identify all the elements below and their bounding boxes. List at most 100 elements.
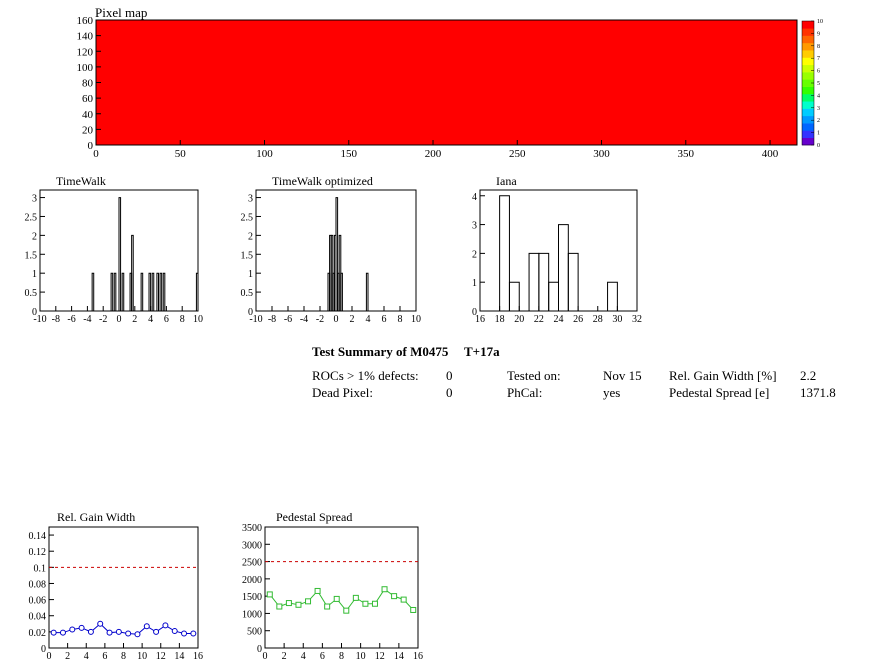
x-tick-label: 16 (475, 314, 485, 325)
rocs-defects-value: 0 (446, 368, 453, 383)
x-tick-label: 6 (102, 651, 107, 662)
x-tick-label: 300 (593, 148, 610, 160)
y-tick-label: 3 (32, 194, 37, 205)
palette-swatch (802, 123, 814, 131)
pixel-map-chart: 0 50 100 150 200 250 300 350 4000204060801001201… (77, 5, 824, 160)
data-point (343, 607, 350, 614)
histogram-bin (607, 281, 618, 311)
summary-temperature: T+17a (464, 344, 500, 359)
palette-swatch (802, 86, 814, 95)
y-tick-label: 2 (32, 231, 37, 242)
data-point (352, 594, 359, 601)
iana-histogram: 16 18 20 22 24 26 28 30 32 0 1 2 3 4 Iana (472, 174, 642, 325)
histogram-bin (567, 252, 579, 311)
x-tick-label: -8 (268, 314, 276, 325)
y-tick-label: 500 (247, 627, 262, 638)
rel-gain-width-chart: 0 2 4 6 8 10 12 14 16 0 0.02 0.04 0.06 0.08 0.1 0.12 0.1… (29, 510, 204, 662)
palette-tick-label: 5 (817, 81, 820, 87)
palette-tick-label: 8 (817, 44, 820, 50)
timewalk-optimized-histogram: -10 -8 -6 -4 -2 0 2 4 6 8 1000.511.522.53TimeWalk … (241, 174, 422, 325)
y-tick-label: 0.14 (29, 531, 47, 542)
data-point (391, 593, 398, 600)
histogram-bin (110, 272, 114, 311)
y-tick-label: 2500 (242, 558, 262, 569)
x-tick-label: 350 (678, 148, 695, 160)
chart-title: TimeWalk (56, 174, 106, 188)
data-point (314, 587, 321, 594)
palette-swatch (802, 108, 814, 117)
data-point (305, 598, 312, 605)
x-tick-label: 0 (117, 314, 122, 325)
y-tick-label: 120 (77, 46, 94, 58)
series-line (53, 623, 194, 635)
histogram-bin (159, 272, 163, 311)
y-tick-label: 0.04 (29, 612, 47, 623)
y-tick-label: 1 (32, 269, 37, 280)
palette-swatch (802, 72, 814, 80)
x-tick-label: 10 (356, 651, 366, 662)
histogram-bin (121, 272, 125, 311)
y-tick-label: 0.06 (29, 596, 47, 607)
x-tick-label: 20 (514, 314, 524, 325)
histogram-bin (151, 272, 155, 311)
y-tick-label: 0 (472, 307, 477, 318)
data-point (106, 629, 113, 636)
palette-tick-label: 1 (817, 131, 820, 137)
x-tick-label: 8 (339, 651, 344, 662)
histogram-bin (499, 195, 510, 311)
histogram-bin (340, 272, 343, 311)
x-tick-label: 10 (137, 651, 147, 662)
x-tick-label: -10 (33, 314, 46, 325)
chart-title: Rel. Gain Width (57, 510, 135, 524)
x-tick-label: 400 (762, 148, 779, 160)
data-point (69, 626, 76, 633)
histogram-bin (365, 272, 369, 311)
histogram-bin (148, 272, 152, 311)
x-tick-label: 12 (156, 651, 166, 662)
x-tick-label: 10 (193, 314, 203, 325)
x-tick-label: 6 (164, 314, 169, 325)
x-tick-label: 26 (573, 314, 583, 325)
x-tick-label: 2 (65, 651, 70, 662)
palette-swatch (802, 64, 814, 73)
data-point (371, 600, 378, 607)
chart-title: Pedestal Spread (276, 510, 352, 524)
data-point (400, 596, 407, 603)
x-tick-label: 16 (413, 651, 423, 662)
x-tick-label: 4 (366, 314, 371, 325)
data-point (87, 628, 94, 635)
y-tick-label: 4 (472, 192, 477, 203)
series-line (269, 588, 414, 612)
data-point (333, 595, 340, 602)
data-point (143, 623, 150, 630)
summary-title: Test Summary of M0475 (312, 344, 449, 359)
rocs-defects-label: ROCs > 1% defects: (312, 368, 419, 383)
palette-swatch (802, 50, 814, 58)
x-tick-label: 2 (282, 651, 287, 662)
data-point (181, 630, 188, 637)
x-tick-label: -6 (67, 314, 75, 325)
y-tick-label: 0.5 (241, 288, 254, 299)
data-point (362, 600, 369, 607)
x-tick-label: 0 (93, 148, 99, 160)
y-tick-label: 2.5 (25, 212, 38, 223)
y-tick-label: 3000 (242, 540, 262, 551)
plot-frame (264, 526, 419, 649)
x-tick-label: 14 (394, 651, 404, 662)
palette-tick-label: 4 (817, 93, 820, 99)
pedestal-spread-chart: 0 2 4 6 8 10 12 14 16 0 500 1000 1500 2000 2500 3000 350… (242, 510, 423, 662)
y-tick-label: 0.08 (29, 579, 47, 590)
palette-swatch (802, 79, 814, 87)
palette-swatch (802, 101, 814, 109)
rel-gain-width-value: 2.2 (800, 368, 817, 383)
y-tick-label: 0 (41, 644, 46, 655)
data-point (381, 586, 388, 593)
y-tick-label: 0.12 (29, 547, 47, 558)
tested-on-value: Nov 15 (603, 368, 642, 383)
y-tick-label: 1 (472, 278, 477, 289)
x-tick-label: -2 (316, 314, 324, 325)
x-tick-label: 24 (554, 314, 564, 325)
histogram-bin (156, 272, 159, 311)
y-tick-label: 0 (32, 307, 37, 318)
